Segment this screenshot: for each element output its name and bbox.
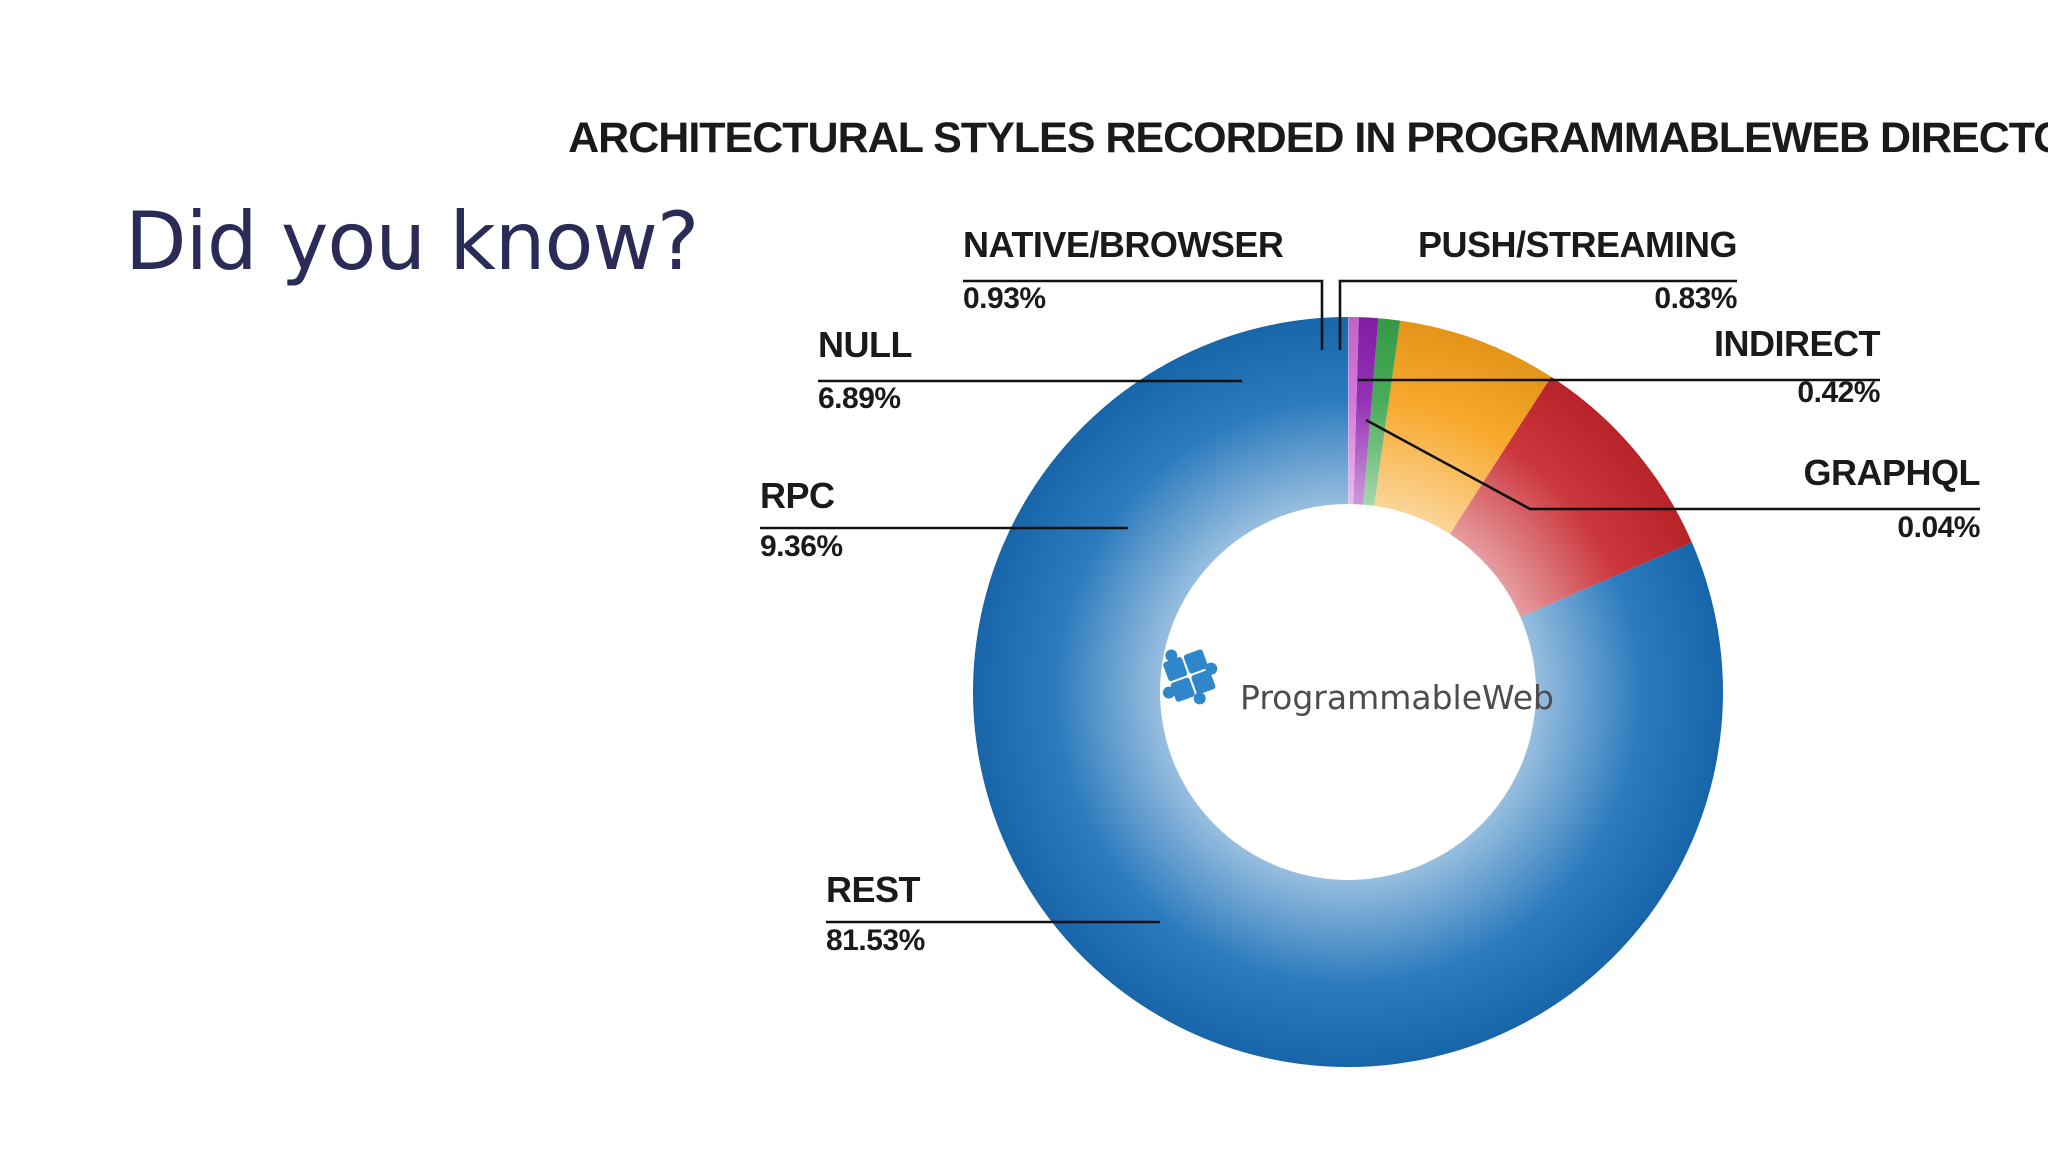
label-rpc: RPC 9.36% xyxy=(760,475,1128,563)
slice-native-browser xyxy=(1363,318,1401,506)
label-indirect: INDIRECT 0.42% xyxy=(1358,323,1881,409)
puzzle-piece-icon xyxy=(1162,649,1218,705)
chart-title: ARCHITECTURAL STYLES RECORDED IN PROGRAM… xyxy=(568,114,2048,162)
label-name-null: NULL xyxy=(818,324,912,365)
puzzle-piece-part xyxy=(1183,649,1208,674)
slice-rpc xyxy=(1449,376,1692,618)
label-native-browser: NATIVE/BROWSER 0.93% xyxy=(963,224,1324,350)
slice-null xyxy=(1374,320,1552,534)
label-name-rpc: RPC xyxy=(760,475,835,516)
puzzle-piece-knob xyxy=(1162,686,1175,699)
label-name-rest: REST xyxy=(826,869,921,910)
puzzle-piece-knob xyxy=(1205,662,1218,675)
puzzle-piece-part xyxy=(1191,670,1216,695)
label-name-native-browser: NATIVE/BROWSER xyxy=(963,224,1284,265)
puzzle-piece-knob xyxy=(1165,649,1178,662)
leader-line-native-browser xyxy=(963,279,1324,350)
puzzle-piece-part xyxy=(1163,657,1188,681)
slice-rest xyxy=(972,317,1723,1067)
label-name-graphql: GRAPHQL xyxy=(1804,452,1981,493)
label-name-indirect: INDIRECT xyxy=(1714,323,1881,364)
center-logo: ProgrammableWeb xyxy=(1162,649,1554,717)
puzzle-piece-knob xyxy=(1193,692,1206,705)
puzzle-piece-part xyxy=(1170,677,1195,702)
label-value-graphql: 0.04% xyxy=(1897,511,1980,544)
label-value-rpc: 9.36% xyxy=(760,530,843,563)
label-graphql: GRAPHQL 0.04% xyxy=(1365,418,1981,544)
label-push-streaming: PUSH/STREAMING 0.83% xyxy=(1338,224,1738,350)
labels-layer: REST 81.53% RPC 9.36% NULL 6.89% NATIVE/BROWSE… xyxy=(760,224,1981,957)
slide-heading: Did you know? xyxy=(125,195,699,288)
label-rest: REST 81.53% xyxy=(826,869,1160,957)
label-value-null: 6.89% xyxy=(818,382,901,415)
leader-line-push-streaming xyxy=(1338,279,1737,350)
label-null: NULL 6.89% xyxy=(818,324,1242,415)
logo-text: ProgrammableWeb xyxy=(1240,678,1554,717)
leader-line-graphql xyxy=(1365,418,1980,511)
label-name-push-streaming: PUSH/STREAMING xyxy=(1418,224,1737,265)
label-value-rest: 81.53% xyxy=(826,924,925,957)
slice-indirect xyxy=(1348,317,1359,505)
label-value-push-streaming: 0.83% xyxy=(1654,282,1737,315)
slice-graphql xyxy=(1348,317,1349,505)
label-value-indirect: 0.42% xyxy=(1797,376,1880,409)
slices-layer xyxy=(972,317,1723,1067)
label-value-native-browser: 0.93% xyxy=(963,282,1046,315)
slice-push-streaming xyxy=(1353,317,1379,505)
